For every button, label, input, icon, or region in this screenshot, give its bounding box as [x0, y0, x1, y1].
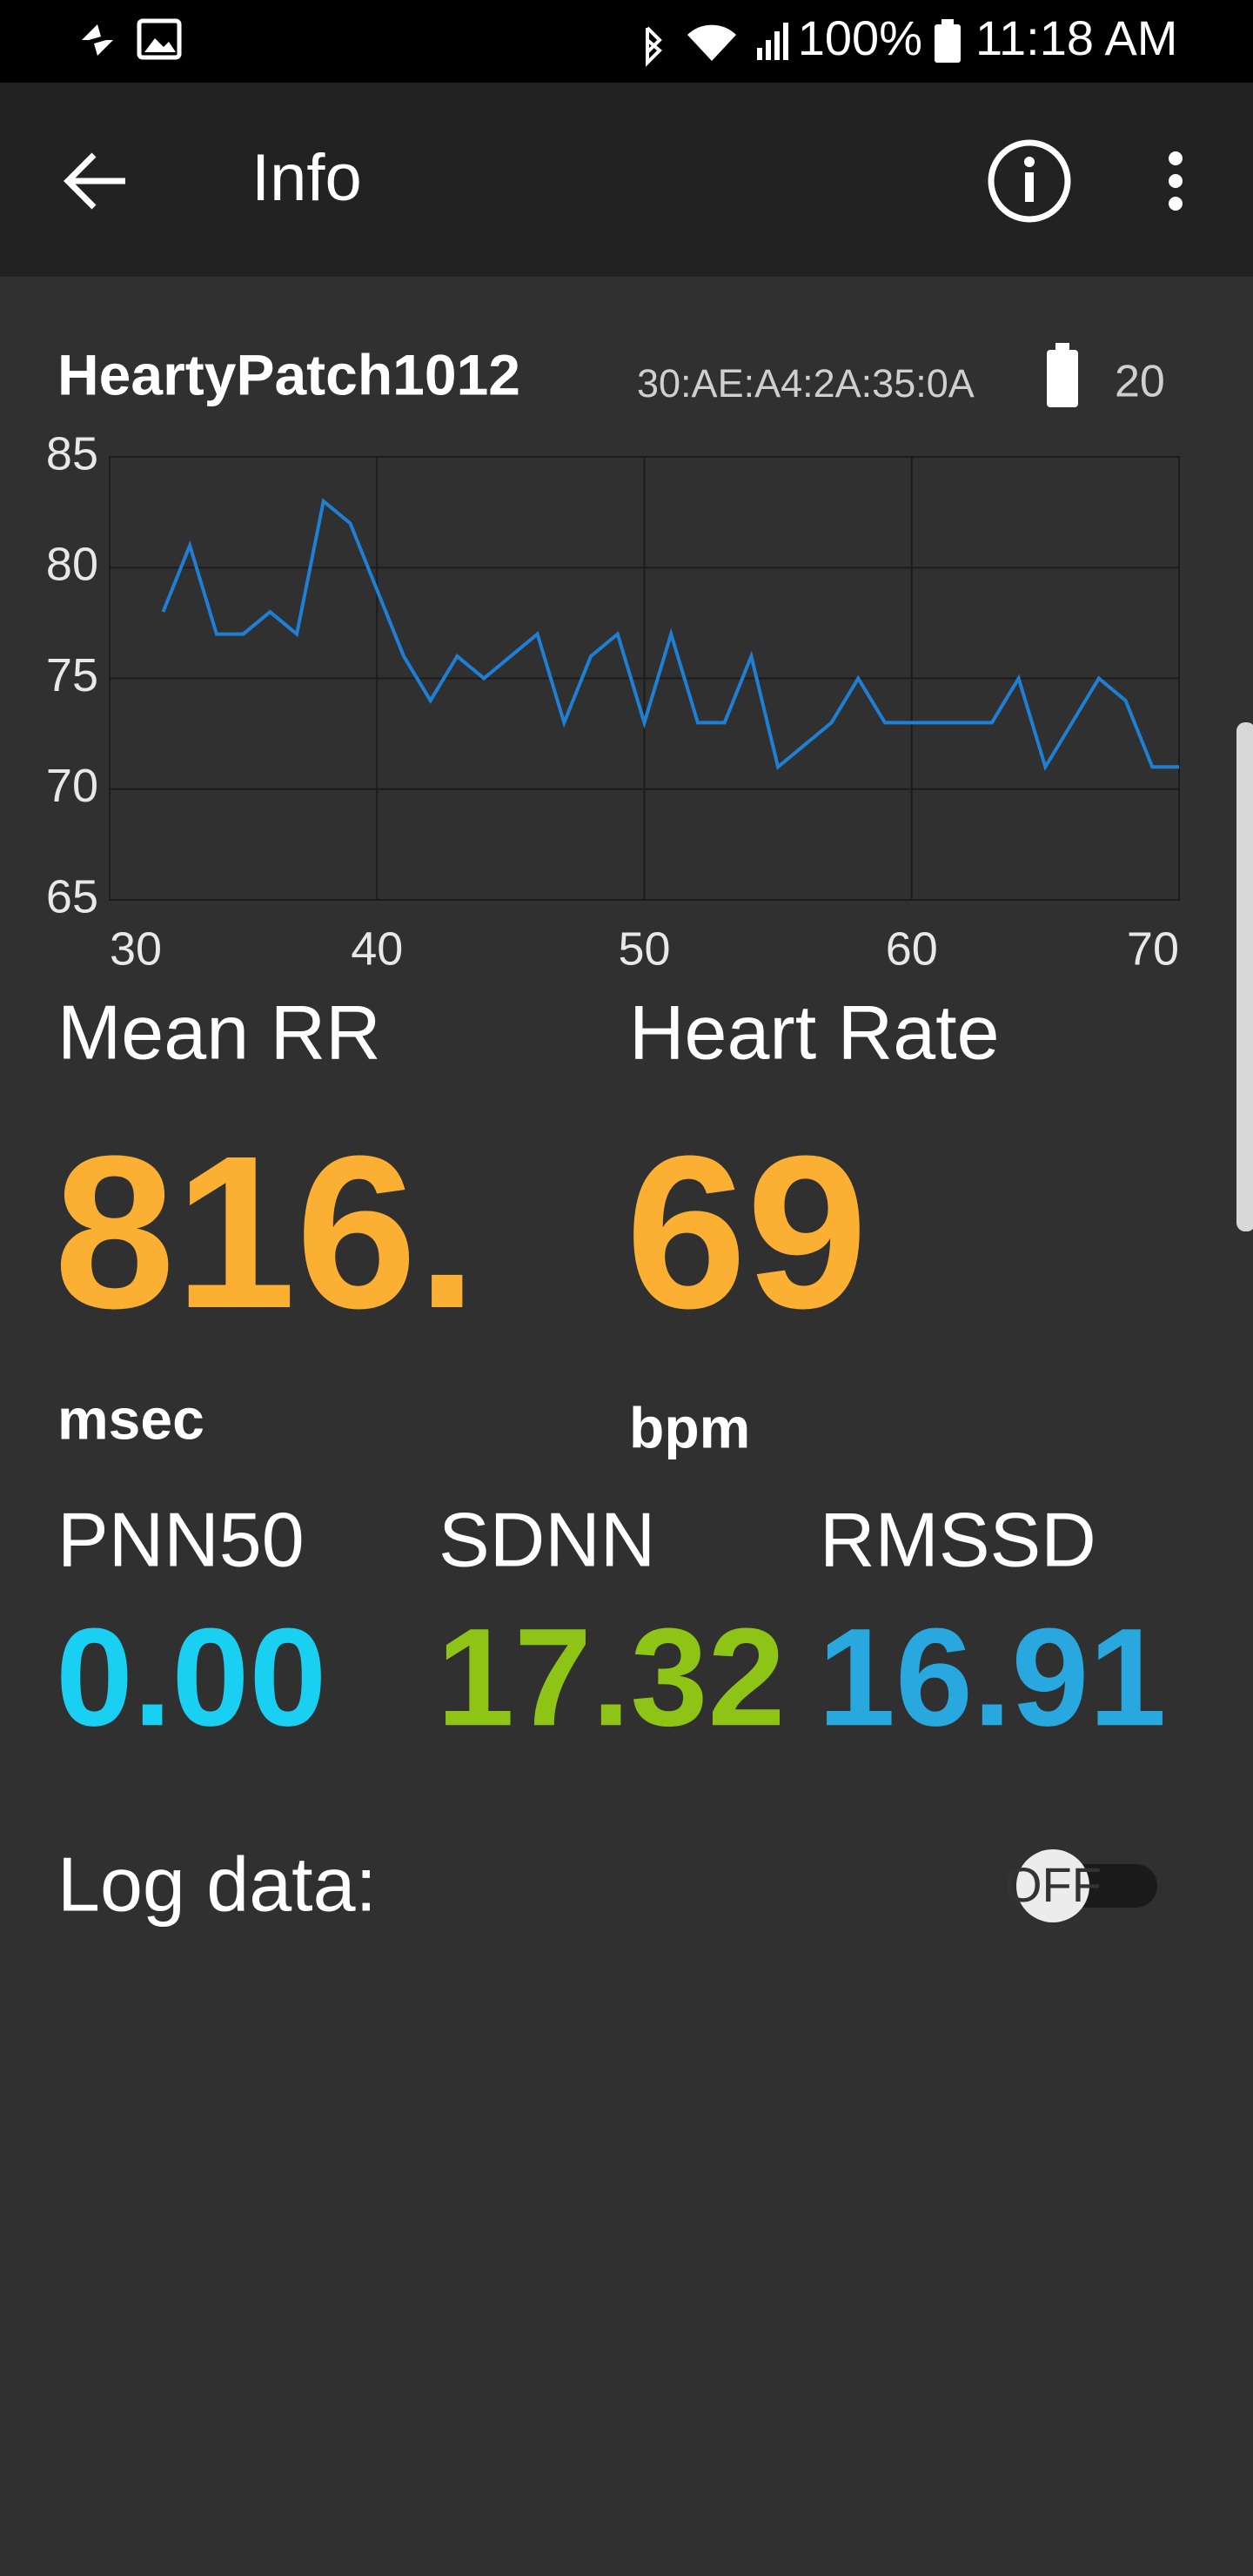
y-tick-label: 65	[46, 870, 98, 922]
signal-bar	[766, 40, 771, 60]
signal-bar	[783, 23, 788, 60]
wifi-icon	[687, 24, 736, 61]
signal-bar	[757, 48, 762, 60]
image-icon	[137, 18, 182, 60]
device-battery-tip	[1055, 343, 1069, 352]
battery-level: 100%	[798, 10, 922, 65]
stat-value: 16.91	[818, 1599, 1166, 1754]
y-tick-label: 85	[46, 427, 98, 480]
toggle-text: OFF	[1004, 1857, 1102, 1912]
device-battery-level: 20	[1115, 357, 1165, 407]
notification-icon	[82, 24, 113, 56]
image-icon-mountain	[144, 38, 176, 52]
signal-bar	[774, 31, 780, 60]
y-tick-label: 75	[46, 649, 98, 701]
rr-line	[161, 498, 1179, 772]
stat-label: RMSSD	[820, 1496, 1096, 1582]
status-bar	[0, 0, 1253, 83]
app-title: Info	[251, 141, 362, 215]
x-tick-label: 70	[1127, 922, 1179, 975]
battery-icon	[935, 24, 961, 63]
x-tick-label: 60	[886, 922, 938, 975]
info-button[interactable]	[988, 139, 1071, 223]
device-battery-icon	[1047, 350, 1078, 407]
y-tick-label: 80	[46, 539, 98, 591]
status-icons	[82, 18, 961, 67]
battery-icon-tip	[941, 19, 954, 26]
clock: 11:18 AM	[975, 10, 1177, 65]
metric-unit: bpm	[629, 1395, 750, 1459]
back-button[interactable]	[64, 152, 125, 210]
metric-unit: msec	[57, 1386, 204, 1451]
metric-label: Mean RR	[57, 989, 381, 1075]
stat-label: SDNN	[439, 1496, 655, 1582]
log-label: Log data:	[57, 1841, 377, 1927]
metric-value: 816.	[54, 1110, 478, 1353]
x-tick-label: 50	[618, 922, 670, 975]
metric-label: Heart Rate	[629, 989, 1000, 1075]
app-bar	[0, 83, 1253, 277]
device-address: 30:AE:A4:2A:35:0A	[637, 361, 975, 406]
x-tick-label: 40	[351, 922, 403, 975]
bluetooth-icon	[646, 26, 662, 67]
scrollbar	[1236, 722, 1253, 1231]
x-tick-label: 30	[110, 922, 162, 975]
metric-value: 69	[626, 1110, 868, 1353]
device-name: HeartyPatch1012	[57, 342, 520, 406]
stat-value: 0.00	[56, 1599, 326, 1754]
rr-chart: 65 70 75 80 85 30 40 50 60 70	[46, 427, 1180, 975]
overflow-menu[interactable]	[1169, 151, 1183, 211]
stat-value: 17.32	[437, 1599, 785, 1754]
stat-label: PNN50	[57, 1496, 305, 1582]
y-tick-label: 70	[46, 760, 98, 812]
log-toggle[interactable]: OFF	[1004, 1849, 1157, 1922]
